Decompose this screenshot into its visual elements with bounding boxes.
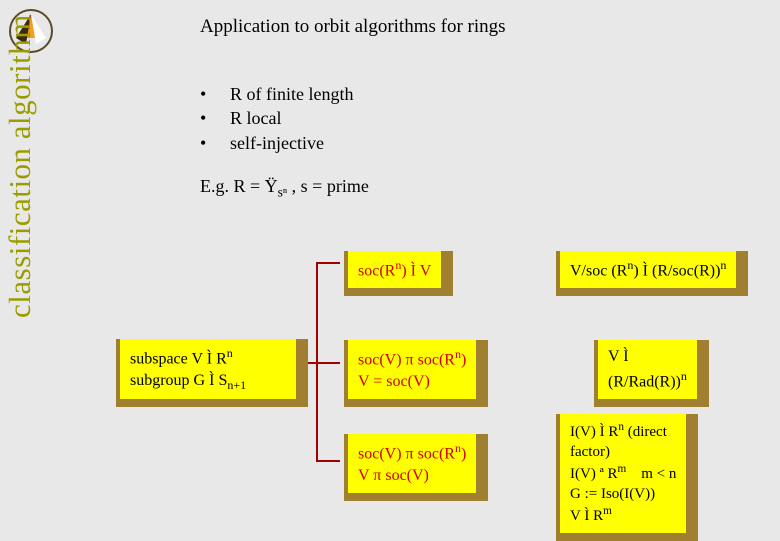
- example-line: E.g. R = Ÿsⁿ , s = prime: [200, 176, 369, 201]
- node1r-text: V/soc (Rn) Ì (R/soc(R))n: [560, 251, 736, 288]
- node3r-l2: factor): [570, 443, 676, 463]
- root-box: subspace V Ì Rn subgroup G Ì Sn+1: [112, 335, 304, 403]
- bullet-item: self-injective: [230, 131, 324, 155]
- connector: [316, 362, 340, 364]
- node1-text: soc(Rn) Ì V: [348, 251, 441, 288]
- node3-l2: V π soc(V): [358, 465, 466, 487]
- root-line1: subspace V Ì Rn: [130, 345, 286, 370]
- node-mid-left: soc(V) π soc(Rn) V = soc(V): [340, 336, 484, 403]
- connector: [316, 262, 340, 264]
- node-top-right: V/soc (Rn) Ì (R/soc(R))n: [552, 247, 744, 292]
- node3-l1: soc(V) π soc(Rn): [358, 440, 466, 465]
- bullet-item: R of finite length: [230, 82, 353, 106]
- node-mid-right: V Ì (R/Rad(R))n: [590, 336, 705, 403]
- sidebar-title: classification algorithm: [2, 14, 38, 318]
- node3r-l4: G := Iso(I(V)): [570, 485, 676, 505]
- node-bot-right: I(V) Ì Rn (direct factor) I(V) ª Rm m < …: [552, 410, 694, 537]
- node3r-l5: V Ì Rm: [570, 504, 676, 527]
- root-line2: subgroup G Ì Sn+1: [130, 370, 286, 393]
- connector: [316, 460, 340, 462]
- node2r-l2: (R/Rad(R))n: [608, 368, 687, 393]
- page-title: Application to orbit algorithms for ring…: [200, 16, 506, 38]
- node3r-l1: I(V) Ì Rn (direct: [570, 420, 676, 443]
- node-top-left: soc(Rn) Ì V: [340, 247, 449, 292]
- node2-l2: V = soc(V): [358, 371, 466, 393]
- bullet-item: R local: [230, 106, 282, 130]
- node-bot-left: soc(V) π soc(Rn) V π soc(V): [340, 430, 484, 497]
- node3r-l3: I(V) ª Rm m < n: [570, 462, 676, 485]
- node2r-l1: V Ì: [608, 346, 687, 368]
- bullet-list: •R of finite length •R local •self-injec…: [200, 82, 353, 155]
- node2-l1: soc(V) π soc(Rn): [358, 346, 466, 371]
